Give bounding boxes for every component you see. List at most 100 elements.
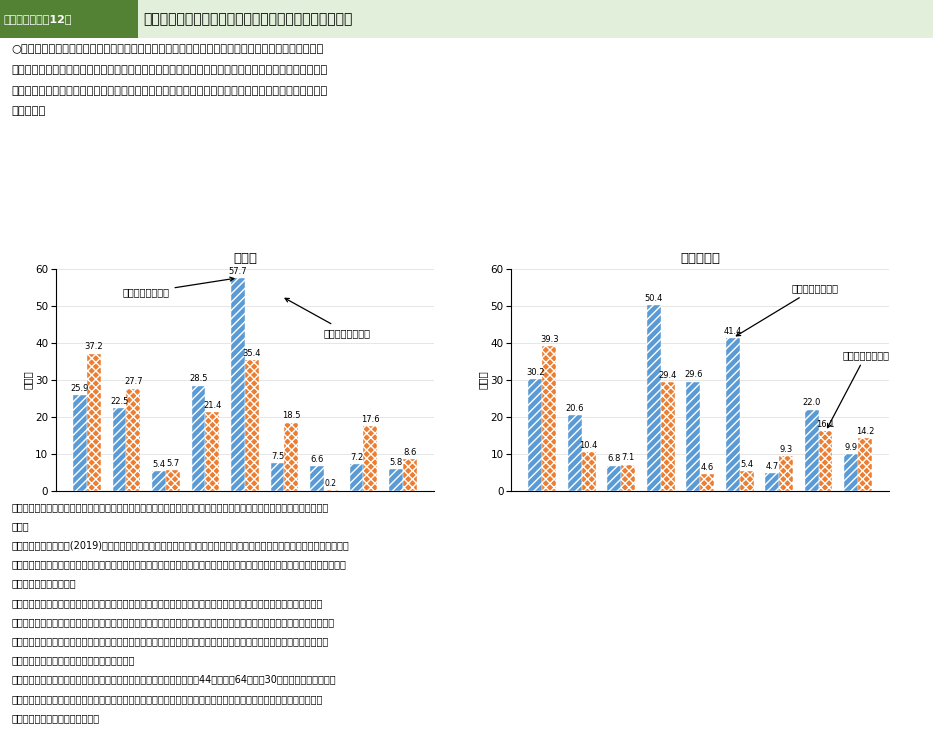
Text: 57.7: 57.7 xyxy=(229,266,247,276)
Text: 35.4: 35.4 xyxy=(243,349,261,358)
Text: 14.2: 14.2 xyxy=(856,427,874,436)
Text: 20.6: 20.6 xyxy=(565,404,584,413)
Bar xyxy=(621,465,635,491)
Bar xyxy=(607,466,621,491)
Bar xyxy=(779,456,793,491)
Bar xyxy=(661,382,675,491)
Text: 5.8: 5.8 xyxy=(389,458,402,467)
Bar xyxy=(363,426,377,491)
Text: 16.1: 16.1 xyxy=(816,420,835,429)
Text: 17.6: 17.6 xyxy=(361,415,380,424)
Text: 0.2: 0.2 xyxy=(325,479,337,488)
Bar xyxy=(403,459,417,491)
Text: 9.3: 9.3 xyxy=(779,445,793,454)
Text: 相談を誰にしましたか。」「キャリアに関する相談をしたことは、どのように役に立ちましたか。」と尋ねたもの。: 相談を誰にしましたか。」「キャリアに関する相談をしたことは、どのように役に立ちま… xyxy=(11,559,346,570)
Text: 5.4: 5.4 xyxy=(740,460,753,469)
Text: 6.8: 6.8 xyxy=(607,455,621,463)
Text: 10.4: 10.4 xyxy=(579,441,598,450)
Bar xyxy=(166,469,180,491)
Text: 4.6: 4.6 xyxy=(701,463,714,472)
Text: 30.2: 30.2 xyxy=(526,368,545,377)
Text: 29.4: 29.4 xyxy=(659,371,676,380)
Bar xyxy=(113,407,127,491)
Text: リアコンサルタント（キャリアコンサルタントの名称を用いて、キャリアコンサルティングを行うことを職: リアコンサルタント（キャリアコンサルタントの名称を用いて、キャリアコンサルティン… xyxy=(11,694,323,704)
Text: 4.7: 4.7 xyxy=(766,462,779,471)
Text: 相談先が企業内部: 相談先が企業内部 xyxy=(736,283,838,336)
Text: が高い。: が高い。 xyxy=(11,106,46,117)
Text: 37.2: 37.2 xyxy=(85,342,104,351)
Text: 第２－（４）－12図: 第２－（４）－12図 xyxy=(4,14,72,24)
Text: ス機関等）」を選択した者の合計。: ス機関等）」を選択した者の合計。 xyxy=(11,655,134,666)
Text: 50.4: 50.4 xyxy=(645,294,663,303)
Text: 21.4: 21.4 xyxy=(203,401,221,410)
Bar xyxy=(765,474,779,491)
Bar xyxy=(350,464,363,491)
Text: 6.6: 6.6 xyxy=(311,455,324,464)
Text: 25.9: 25.9 xyxy=(71,384,90,393)
Text: 39.3: 39.3 xyxy=(540,334,559,344)
Bar xyxy=(0,0,138,38)
Text: ４）キャリアコンサルタントとは、職業能力開発促進法（昭和44年法律第64号）第30条の３に規定するキャ: ４）キャリアコンサルタントとは、職業能力開発促進法（昭和44年法律第64号）第3… xyxy=(11,675,336,685)
Bar xyxy=(700,474,714,491)
Text: ○　キャリアコンサルティングの効果について、正社員については相談先が企業外部の方が「自分の: ○ キャリアコンサルティングの効果について、正社員については相談先が企業外部の方… xyxy=(11,44,324,55)
Bar xyxy=(740,471,754,491)
Text: 業とする者）をいう。: 業とする者）をいう。 xyxy=(11,713,99,723)
Bar xyxy=(858,438,872,491)
Bar xyxy=(324,490,338,491)
Text: 5.7: 5.7 xyxy=(166,458,179,468)
Text: 目指すキャリアが明確になった」「自己啓発を行うきっかけになった」とする者の割合が高い。正社: 目指すキャリアが明確になった」「自己啓発を行うきっかけになった」とする者の割合が… xyxy=(11,65,327,75)
Bar xyxy=(844,454,858,491)
Title: 正社員以外: 正社員以外 xyxy=(680,252,720,266)
Text: ３）「相談先が企業内部」は「企業内の人事部」「企業内の人事部以外の組織またはキャリアに関する専門家: ３）「相談先が企業内部」は「企業内の人事部」「企業内の人事部以外の組織またはキャ… xyxy=(11,598,323,608)
Text: 相談先が企業外部: 相談先が企業外部 xyxy=(285,298,371,338)
Bar xyxy=(127,388,140,491)
Text: 41.4: 41.4 xyxy=(724,327,742,336)
Y-axis label: （％）: （％） xyxy=(478,370,488,390)
Bar xyxy=(528,379,542,491)
Text: 7.2: 7.2 xyxy=(350,453,363,462)
Bar xyxy=(152,471,166,491)
Text: 相談先が企業内部: 相談先が企業内部 xyxy=(122,277,234,297)
Text: 自集計: 自集計 xyxy=(11,521,29,531)
Bar xyxy=(87,354,101,491)
Bar xyxy=(73,396,87,491)
Text: 員以外については、相談先が企業外部の場合、「自己啓発を行うきっかけになった」とする者の割合: 員以外については、相談先が企業外部の場合、「自己啓発を行うきっかけになった」とす… xyxy=(11,86,327,96)
Text: （キャリアコンサルタント）」「職場の上司・管理者」を選択した者の合計。「相談先が企業外部」は「企業外: （キャリアコンサルタント）」「職場の上司・管理者」を選択した者の合計。「相談先が… xyxy=(11,617,334,627)
Text: （注）　１）「令和元(2019)年度中にキャリアに関する相談をした」と回答した者に対して、「あなたはキャリアに関する: （注） １）「令和元(2019)年度中にキャリアに関する相談をした」と回答した者… xyxy=(11,540,349,551)
Bar xyxy=(568,415,582,491)
Bar xyxy=(582,452,595,491)
Bar xyxy=(285,422,299,491)
Bar xyxy=(244,360,258,491)
Bar xyxy=(647,305,661,491)
Title: 正社員: 正社員 xyxy=(233,252,257,266)
Bar xyxy=(818,431,832,491)
Text: ２）複数回答。: ２）複数回答。 xyxy=(11,579,76,589)
Text: の独立したキャリアコンサルタント」「企業外の機関等（再就職支援会社、キャリアコンサルティングサービ: の独立したキャリアコンサルタント」「企業外の機関等（再就職支援会社、キャリアコン… xyxy=(11,636,328,646)
Bar xyxy=(389,469,403,491)
Text: キャリアに関する相談先別の効果の違い（雇用形態別）: キャリアに関する相談先別の効果の違い（雇用形態別） xyxy=(144,13,353,26)
Text: 27.7: 27.7 xyxy=(124,377,143,387)
Text: 9.9: 9.9 xyxy=(844,443,857,452)
Y-axis label: （％）: （％） xyxy=(22,370,33,390)
Text: 7.1: 7.1 xyxy=(621,453,634,462)
Text: 7.5: 7.5 xyxy=(271,452,285,461)
Text: 28.5: 28.5 xyxy=(189,374,208,384)
Text: 22.5: 22.5 xyxy=(110,396,129,406)
Bar xyxy=(205,412,219,491)
Bar xyxy=(726,338,740,491)
Text: 8.6: 8.6 xyxy=(403,448,416,457)
Text: 相談先が企業外部: 相談先が企業外部 xyxy=(828,350,889,427)
Text: 22.0: 22.0 xyxy=(802,399,821,407)
Bar xyxy=(271,463,285,491)
Text: 29.6: 29.6 xyxy=(684,370,703,379)
Bar xyxy=(687,382,700,491)
Bar xyxy=(310,466,324,491)
Bar xyxy=(231,277,244,491)
Bar xyxy=(191,385,205,491)
Text: 5.4: 5.4 xyxy=(152,460,165,469)
Text: 資料出所　厚生労働省「令和２年度能力開発基本調査（個人調査）」の個票を厚生労働省政策統括官付政策統括室にて独: 資料出所 厚生労働省「令和２年度能力開発基本調査（個人調査）」の個票を厚生労働省… xyxy=(11,502,328,512)
Text: 18.5: 18.5 xyxy=(282,411,300,421)
Bar xyxy=(138,0,933,38)
Bar xyxy=(805,410,818,491)
Bar xyxy=(542,345,556,491)
